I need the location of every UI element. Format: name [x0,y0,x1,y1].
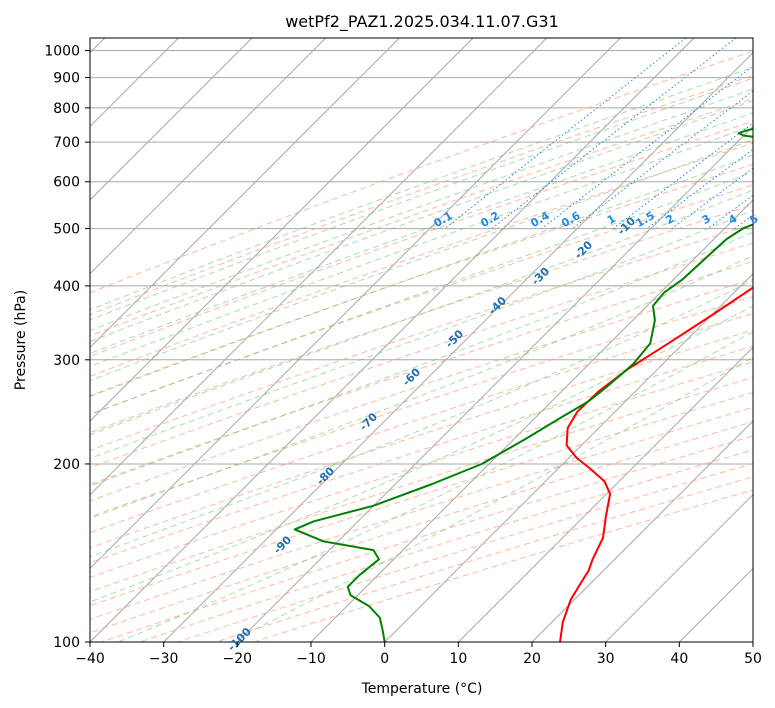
mixing-ratio-label: 3 [700,212,713,227]
y-axis-label: Pressure (hPa) [13,290,29,390]
x-tick-label: 0 [380,651,389,667]
x-tick-label: −30 [149,651,179,667]
dry-adiabat [90,50,753,294]
dry-adiabat [90,142,753,377]
dry-adiabat [90,376,753,593]
dry-adiabat [90,184,753,415]
mixing-ratio-label: 1.5 [634,209,657,230]
y-tick-label: 900 [53,71,80,87]
plot-frame [89,37,754,643]
y-tick-label: 800 [53,101,80,117]
isotherm-line [457,346,753,642]
mixing-ratio-line [671,167,753,229]
plot-content [90,36,775,642]
dry-adiabat [90,120,753,357]
isotherm-line [678,567,753,642]
dry-adiabat [90,278,753,502]
dry-adiabat [90,345,753,564]
moist-adiabat [90,88,753,332]
isotherm-line [531,420,753,642]
y-tick-label: 1000 [44,44,80,60]
isotherm-line [162,51,753,642]
isotherm-line [383,272,753,642]
moist-adiabat [90,100,753,343]
dry-adiabat [90,98,753,337]
x-tick-label: 40 [670,651,688,667]
dry-adiabat [90,223,753,451]
isotherm-line [90,38,401,349]
isotherm-line [236,125,753,642]
mixing-ratio-label: 2 [663,212,676,227]
y-tick-label: 400 [53,279,80,295]
dry-adiabat-label: -70 [357,410,380,433]
dry-adiabat-label: -80 [314,464,337,487]
dry-adiabat [90,312,753,534]
isotherm-line [90,38,327,275]
x-tick-label: 20 [523,651,541,667]
moist-adiabat [90,171,753,415]
isotherm-line [310,199,753,642]
y-tick-label: 600 [53,175,80,191]
temperature-profile [559,286,753,642]
dry-adiabat [90,295,753,518]
x-tick-label: −40 [75,651,105,667]
moist-adiabat [90,154,753,398]
x-tick-label: 50 [744,651,762,667]
moist-adiabat [228,356,753,642]
dry-adiabat-label: -50 [443,327,466,350]
mixing-ratio-line [444,38,687,229]
x-axis-label: Temperature (°C) [361,681,483,697]
mixing-ratio-line [491,38,737,229]
dry-adiabat [90,163,753,397]
x-tick-label: 10 [449,651,467,667]
dry-adiabat [90,204,753,434]
dry-adiabat [90,260,753,486]
moist-adiabat [116,331,753,642]
y-tick-label: 700 [53,135,80,151]
dewpoint-profile [293,128,753,642]
x-axis: −40 −30 −20 −10 0 10 20 30 40 50 [75,642,762,667]
mixing-ratio-label: 0.4 [528,209,552,230]
dry-adiabat-label: -20 [572,238,595,261]
dry-adiabat [90,361,753,578]
mixing-ratio-line [612,122,753,229]
dry-adiabat-label: -30 [529,265,552,288]
dry-adiabat [90,74,753,316]
mixing-ratio-line [756,36,775,229]
moist-adiabat [90,189,753,436]
moist-adiabat [90,112,753,355]
dry-adiabat [252,489,753,642]
moist-adiabat [90,209,753,460]
chart-title: wetPf2_PAZ1.2025.034.11.07.G31 [285,12,559,32]
y-tick-label: 500 [53,222,80,238]
y-tick-label: 100 [53,635,80,651]
dry-adiabat [90,329,753,549]
moist-adiabat [90,305,753,603]
x-tick-label: −10 [296,651,326,667]
x-tick-label: −20 [223,651,253,667]
moist-adiabat [90,125,753,367]
isotherm-line [90,38,474,422]
isotherm-line [90,38,622,570]
isotherm-line [90,38,548,496]
dry-adiabat-label: -90 [271,533,294,556]
y-tick-label: 200 [53,457,80,473]
mixing-ratio-line [541,65,753,229]
dry-adiabat [90,242,753,469]
isotherm-line [90,38,695,642]
isotherm-line [90,38,253,201]
mixing-ratio-label: 1 [605,212,618,227]
x-tick-label: 30 [597,651,615,667]
dry-adiabat [90,406,753,620]
y-tick-label: 300 [53,353,80,369]
dry-adiabat [90,392,753,607]
moist-adiabat [90,77,753,321]
plot-area: 0.1 0.2 0.4 0.6 1 1.5 2 3 4 5-100-90-80-70-60-50-… [89,36,775,654]
mixing-ratio-label: 0.1 [432,209,455,230]
isotherm-line [604,493,753,642]
dry-adiabat-label: -40 [486,294,509,317]
y-axis: 100 200 300 400 500 600 700 800 900 1000 [44,44,90,651]
